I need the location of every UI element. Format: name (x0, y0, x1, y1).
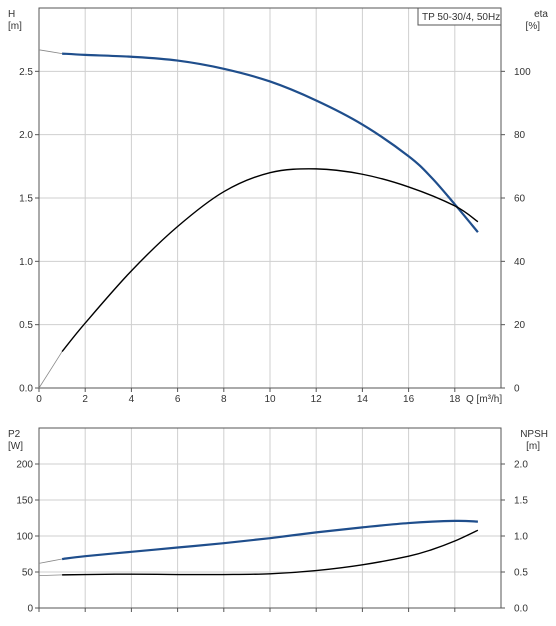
x-axis-title: Q [m³/h] (466, 394, 502, 405)
y-right-tick-label: 1.5 (514, 496, 528, 507)
y-right-tick-label: 40 (514, 257, 526, 268)
y-left-tick-label: 0.5 (19, 320, 33, 331)
y-right-tick-label: 60 (514, 194, 526, 205)
x-tick-label: 16 (403, 394, 415, 405)
y-left-tick-label: 1.5 (19, 194, 33, 205)
curve-title: TP 50-30/4, 50Hz (422, 12, 500, 23)
power-npsh-panel: 0 50 100 150 200 0.0 0.5 1.0 1.5 2.0 P2[W] NPSH[m] (8, 427, 548, 615)
y-left-tick-label: 50 (22, 568, 34, 579)
y-left-tick-label: 200 (16, 460, 33, 471)
y-right-tick-label: 80 (514, 130, 526, 141)
y-left-axis-unit: [W] (8, 441, 23, 452)
y-right-axis-title: eta (534, 9, 548, 20)
y-left-tick-label: 0.0 (19, 384, 33, 395)
x-tick-label: 0 (36, 394, 42, 405)
series-npsh-line (62, 529, 479, 576)
y-left-axis-title: H (8, 9, 15, 20)
y-right-tick-label: 2.0 (514, 460, 528, 471)
y-right-tick-label: 100 (514, 67, 531, 78)
y-left-tick-label: 150 (16, 496, 33, 507)
y-left-tick-label: 100 (16, 532, 33, 543)
x-tick-label: 12 (311, 394, 323, 405)
y-right-tick-label: 0 (514, 384, 520, 395)
series-h-extension (38, 49, 63, 54)
series-eta-extension (38, 351, 63, 389)
x-tick-label: 18 (449, 394, 461, 405)
series-eta-line (61, 168, 479, 353)
curve-title-box (417, 7, 502, 26)
series-p2-line (61, 519, 478, 561)
y-right-axis-unit: [m] (526, 441, 540, 452)
y-right-tick-label: 0.0 (514, 604, 528, 615)
series-p2-extension (38, 558, 63, 564)
y-right-axis-unit: [%] (526, 21, 541, 32)
y-left-tick-label: 0 (27, 604, 33, 615)
y-left-tick-label: 1.0 (19, 257, 33, 268)
y-right-tick-label: 1.0 (514, 532, 528, 543)
x-tick-label: 10 (264, 394, 276, 405)
x-tick-label: 6 (175, 394, 181, 405)
y-right-tick-label: 0.5 (514, 568, 528, 579)
y-left-axis-unit: [m] (8, 21, 22, 32)
y-right-axis-title: NPSH (520, 429, 548, 440)
y-left-axis-title: P2 (8, 429, 21, 440)
x-tick-label: 2 (82, 394, 88, 405)
y-left-tick-label: 2.5 (19, 67, 33, 78)
head-efficiency-panel: 0.0 0.5 1.0 1.5 2.0 2.5 0 20 40 60 80 100 0 2 4 6 8 10 12 1… (8, 7, 548, 405)
series-h-line (62, 52, 479, 233)
x-tick-label: 8 (221, 394, 227, 405)
x-tick-label: 4 (129, 394, 135, 405)
y-left-tick-label: 2.0 (19, 130, 33, 141)
x-tick-label: 14 (357, 394, 369, 405)
series-npsh-extension (38, 574, 63, 576)
y-right-tick-label: 20 (514, 320, 526, 331)
